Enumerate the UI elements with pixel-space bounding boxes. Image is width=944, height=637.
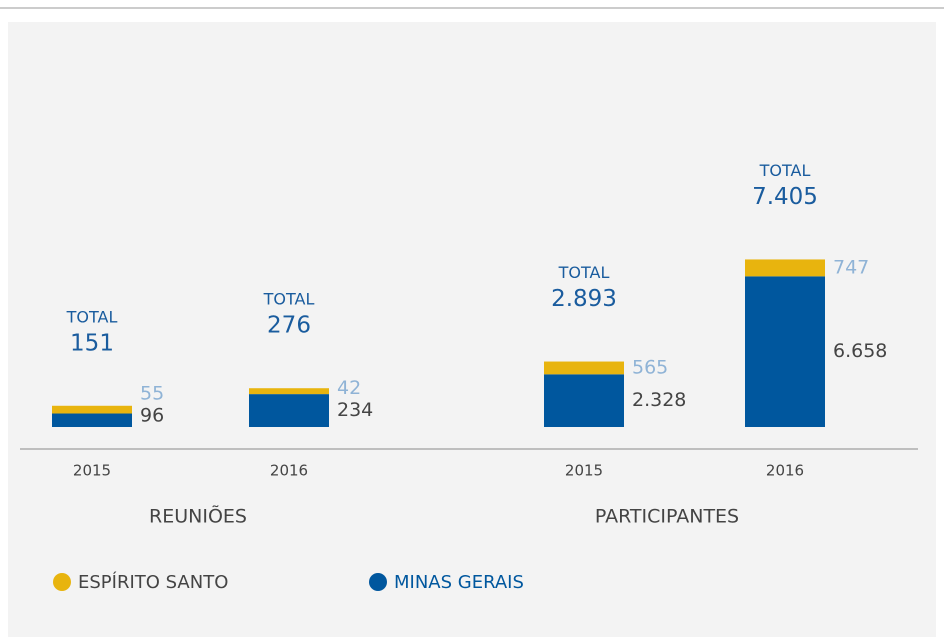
x-tick-label: 2016 bbox=[270, 462, 308, 480]
total-caption: TOTAL bbox=[759, 161, 811, 180]
bar-segment bbox=[249, 394, 329, 427]
bar-segment bbox=[52, 413, 132, 427]
value-label: 565 bbox=[632, 356, 668, 378]
bar-segment bbox=[249, 388, 329, 395]
value-label: 42 bbox=[337, 377, 361, 399]
value-label: 747 bbox=[833, 256, 869, 278]
total-caption: TOTAL bbox=[263, 290, 315, 309]
group-label: REUNIÕES bbox=[149, 505, 247, 528]
value-label: 234 bbox=[337, 399, 373, 421]
x-tick-label: 2015 bbox=[73, 462, 111, 480]
total-value: 276 bbox=[267, 313, 311, 339]
legend-swatch bbox=[53, 573, 71, 591]
bar-segment bbox=[745, 276, 825, 427]
value-label: 96 bbox=[140, 405, 164, 427]
value-label: 2.328 bbox=[632, 389, 686, 411]
total-value: 7.405 bbox=[752, 184, 818, 210]
bar-segment bbox=[544, 361, 624, 375]
value-label: 55 bbox=[140, 383, 164, 405]
group-label: PARTICIPANTES bbox=[595, 506, 739, 528]
total-value: 2.893 bbox=[551, 286, 617, 312]
total-caption: TOTAL bbox=[66, 307, 118, 326]
total-value: 151 bbox=[70, 330, 114, 356]
legend-label: MINAS GERAIS bbox=[394, 572, 524, 593]
bar-segment bbox=[745, 259, 825, 277]
bar-segment bbox=[544, 374, 624, 427]
legend-label: ESPÍRITO SANTO bbox=[78, 571, 228, 593]
x-tick-label: 2015 bbox=[565, 462, 603, 480]
value-label: 6.658 bbox=[833, 340, 887, 362]
bar-segment bbox=[52, 405, 132, 414]
total-caption: TOTAL bbox=[558, 263, 610, 282]
x-tick-label: 2016 bbox=[766, 462, 804, 480]
legend-swatch bbox=[369, 573, 387, 591]
